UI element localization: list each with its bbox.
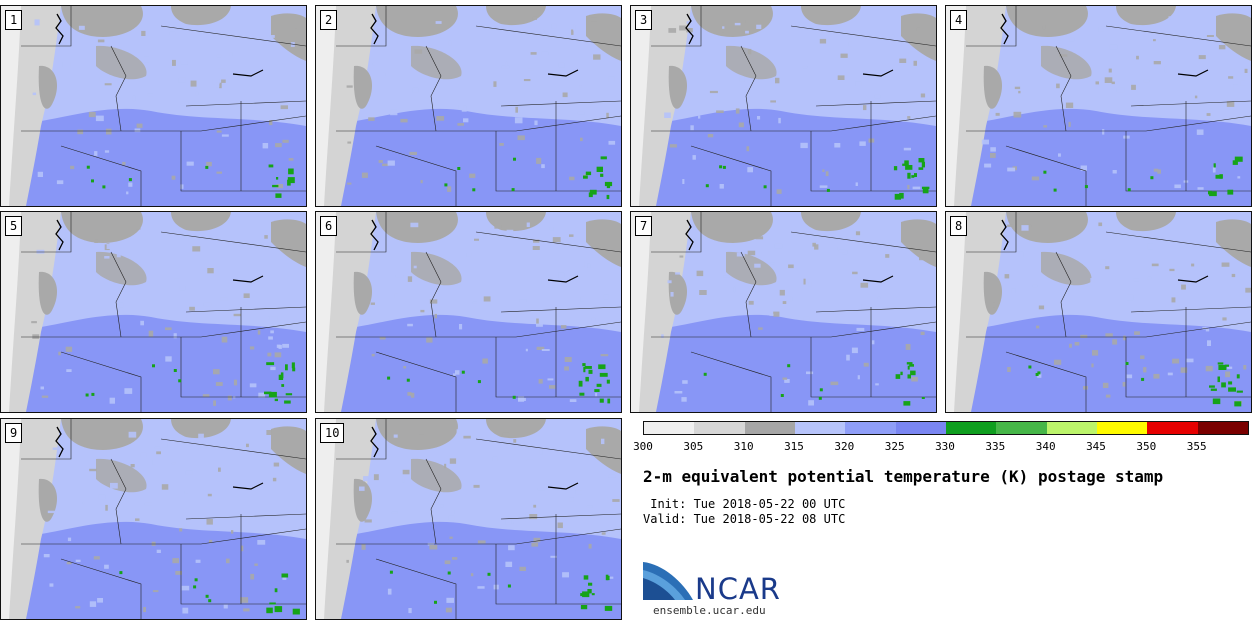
map-panel: 1: [0, 5, 307, 207]
member-number: 7: [635, 216, 653, 236]
colorbar-segment: [945, 422, 997, 434]
map-image: [1, 419, 306, 619]
colorbar-segment: [845, 422, 896, 434]
colorbar-tick-label: 340: [1035, 440, 1056, 453]
map-image: [316, 212, 621, 412]
colorbar-tick-label: 300: [633, 440, 653, 453]
logo-url: ensemble.ucar.edu: [653, 604, 766, 617]
map-panel: 7: [630, 211, 937, 413]
colorbar-tick-label: 345: [1086, 440, 1106, 453]
map-image: [1, 6, 306, 206]
member-number: 8: [950, 216, 968, 236]
map-image: [631, 212, 936, 412]
colorbar-segment: [1197, 422, 1248, 434]
map-image: [316, 419, 621, 619]
member-number: 1: [5, 10, 23, 30]
colorbar-segment: [1147, 422, 1198, 434]
colorbar-segment: [694, 422, 745, 434]
colorbar-tick-label: 335: [985, 440, 1006, 453]
member-number: 5: [5, 216, 23, 236]
init-time: Init: Tue 2018-05-22 00 UTC: [643, 497, 846, 511]
colorbar-tick-label: 315: [784, 440, 804, 453]
map-panel: 5: [0, 211, 307, 413]
map-panel: 3: [630, 5, 937, 207]
logo-name: NCAR: [695, 572, 781, 606]
member-number: 6: [320, 216, 338, 236]
colorbar-segment: [1096, 422, 1148, 434]
colorbar-segment: [644, 422, 695, 434]
map-image: [1, 212, 306, 412]
ncar-logo-icon: [643, 562, 693, 600]
map-image: [316, 6, 621, 206]
colorbar-segment: [1046, 422, 1097, 434]
map-panel: 2: [315, 5, 622, 207]
map-panel: 6: [315, 211, 622, 413]
map-panel: 9: [0, 418, 307, 620]
member-number: 2: [320, 10, 338, 30]
map-panel: 4: [945, 5, 1252, 207]
member-number: 10: [320, 423, 345, 443]
colorbar-tick-label: 310: [733, 440, 754, 453]
map-image: [631, 6, 936, 206]
colorbar-segment: [895, 422, 946, 434]
colorbar-segment: [794, 422, 846, 434]
map-image: [946, 212, 1251, 412]
valid-time: Valid: Tue 2018-05-22 08 UTC: [643, 512, 846, 526]
colorbar-segment: [744, 422, 795, 434]
colorbar-tick-label: 325: [884, 440, 905, 453]
map-image: [946, 6, 1251, 206]
colorbar-tick-label: 320: [834, 440, 855, 453]
member-number: 3: [635, 10, 653, 30]
colorbar-tick-label: 305: [683, 440, 704, 453]
member-number: 9: [5, 423, 23, 443]
colorbar-tick-label: 330: [935, 440, 955, 453]
map-panel: 10: [315, 418, 622, 620]
colorbar-segment: [996, 422, 1047, 434]
colorbar: [643, 421, 1249, 435]
member-number: 4: [950, 10, 968, 30]
map-panel: 8: [945, 211, 1252, 413]
colorbar-tick-label: 355: [1186, 440, 1207, 453]
figure-title: 2-m equivalent potential temperature (K)…: [643, 467, 1164, 486]
colorbar-ticks: 300 305 310 315 320 325 330 335 340 345 350 355: [633, 440, 1249, 454]
colorbar-tick-label: 350: [1136, 440, 1157, 453]
